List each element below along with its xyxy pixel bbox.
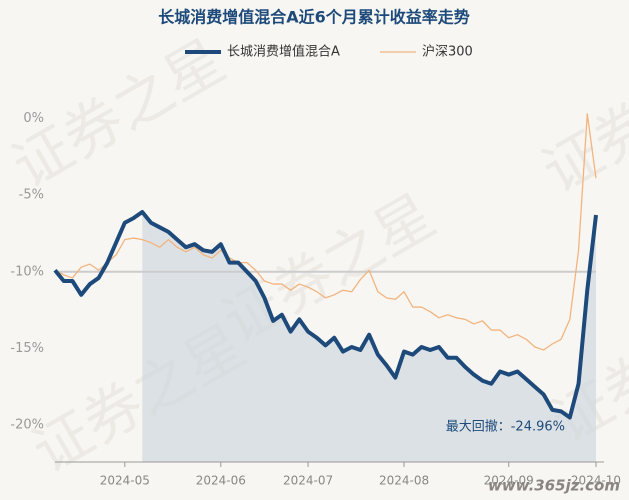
series-line [53,209,598,420]
site-watermark: www.365jz.com [488,477,620,495]
y-tick-label: -10% [10,264,44,279]
watermark: 证券之星 [531,31,629,206]
x-tick-label: 2024-10 [571,474,621,488]
y-tick-label: -15% [10,341,44,356]
x-tick-label: 2024-06 [196,474,246,488]
legend-label: 沪深300 [422,44,473,60]
annotation: 最大回撤：-24.96% [446,419,565,435]
legend-label: 长城消费增值混合A [227,44,340,60]
y-tick-label: 0% [23,111,44,126]
x-tick-label: 2024-09 [484,474,534,488]
y-tick-label: -20% [10,418,44,433]
series-line [54,113,597,351]
chart-title: 长城消费增值混合A近6个月累计收益率走势 [158,8,470,27]
y-tick-label: -5% [19,188,44,203]
x-tick-label: 2024-08 [379,474,429,488]
x-tick-label: 2024-05 [100,474,150,488]
x-tick-label: 2024-07 [283,474,333,488]
